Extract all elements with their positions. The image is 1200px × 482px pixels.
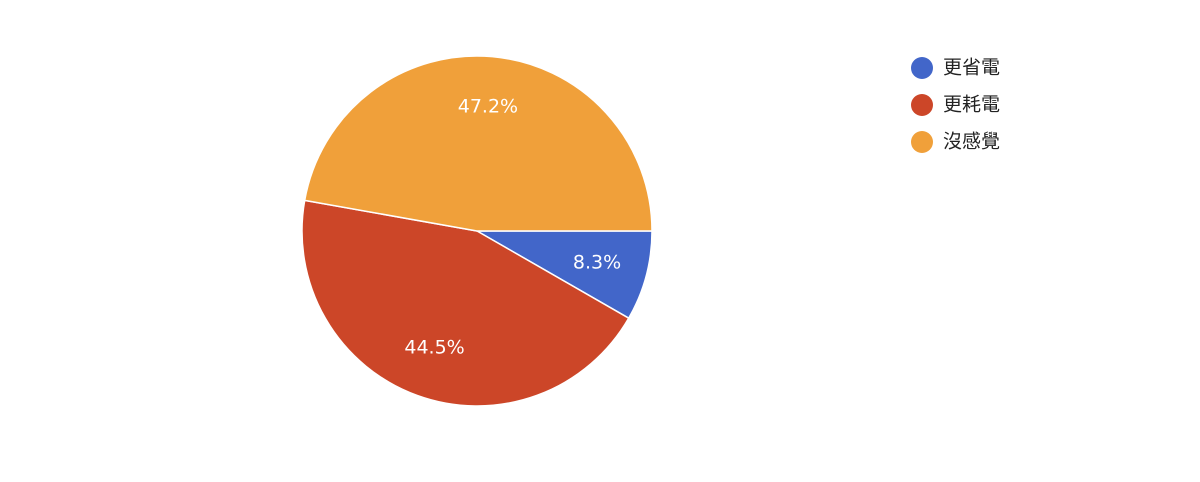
legend-marker [911, 131, 933, 153]
pie-slice [303, 55, 653, 232]
pie-slice [474, 230, 653, 320]
legend-label: 更耗電 [943, 94, 1000, 116]
slice-label: 47.2% [458, 96, 518, 118]
slice-label: 8.3% [573, 252, 621, 274]
legend-label: 沒感覺 [943, 131, 1000, 153]
legend-marker [911, 94, 933, 116]
pie-slice [301, 199, 630, 407]
legend-marker [911, 57, 933, 79]
slice-label: 44.5% [404, 336, 464, 358]
legend-label: 更省電 [943, 57, 1000, 79]
